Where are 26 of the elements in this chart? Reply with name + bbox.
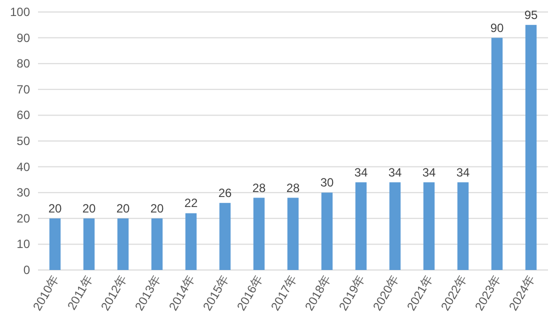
data-label: 26	[218, 186, 232, 200]
data-label: 95	[524, 8, 538, 22]
data-label: 34	[456, 165, 470, 180]
data-label: 22	[184, 196, 198, 210]
y-tick-label: 30	[16, 186, 30, 200]
data-label: 20	[150, 201, 164, 216]
data-label: 34	[354, 165, 368, 180]
data-label: 28	[252, 180, 266, 195]
data-label: 20	[82, 201, 96, 216]
y-tick-label: 20	[16, 211, 30, 226]
data-label: 20	[116, 201, 130, 216]
data-label: 28	[286, 180, 300, 195]
y-tick-label: 0	[23, 263, 30, 277]
y-tick-label: 40	[16, 160, 30, 174]
y-tick-label: 100	[10, 5, 30, 19]
y-tick-label: 90	[16, 30, 30, 45]
y-tick-label: 80	[16, 56, 30, 71]
data-label: 30	[320, 176, 334, 190]
y-tick-label: 70	[16, 82, 30, 96]
y-tick-label: 50	[16, 134, 30, 148]
y-tick-label: 60	[16, 108, 30, 122]
data-label: 90	[490, 20, 504, 35]
data-label: 34	[388, 165, 402, 180]
data-label: 20	[48, 201, 62, 216]
data-label: 34	[422, 165, 436, 180]
y-tick-label: 10	[16, 237, 30, 252]
